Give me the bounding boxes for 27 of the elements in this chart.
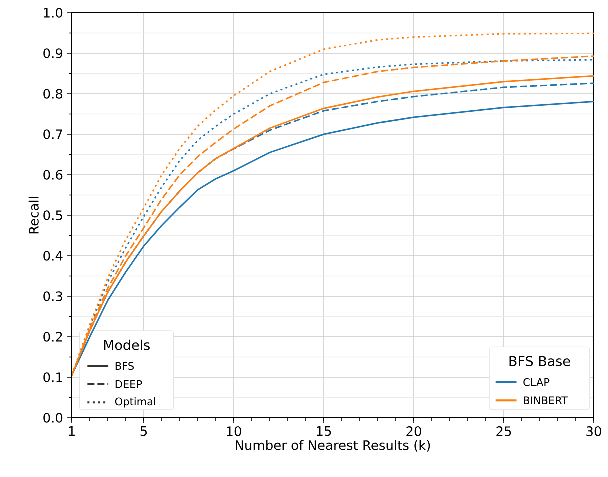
x-tick-label: 5 xyxy=(140,426,147,436)
y-tick-label: 0.2 xyxy=(44,332,62,342)
y-tick-label: 0.5 xyxy=(44,210,62,220)
y-tick-label: 1.0 xyxy=(44,8,63,18)
annotation: CLAP xyxy=(524,378,550,386)
annotation: DEEP xyxy=(116,380,142,388)
x-tick-label: 10 xyxy=(227,426,242,436)
annotation: BFS Base xyxy=(510,356,570,366)
annotation: BFS xyxy=(116,362,134,370)
y-tick-label: 0.7 xyxy=(44,130,62,140)
y-tick-label: 0.0 xyxy=(44,413,63,423)
y-tick-label: 0.9 xyxy=(44,48,63,58)
x-tick-label: 30 xyxy=(586,426,602,436)
x-tick-label: 15 xyxy=(317,426,332,436)
x-tick-label: 25 xyxy=(496,426,512,436)
y-tick-label: 0.3 xyxy=(44,292,62,302)
annotation: Optimal xyxy=(115,398,156,408)
x-tick-label: 20 xyxy=(406,426,422,436)
x-tick-label: 1 xyxy=(69,426,75,436)
x-axis-title: Number of Nearest Results (k) xyxy=(236,440,430,452)
y-tick-label: 0.6 xyxy=(44,170,63,180)
y-axis-title: Recall xyxy=(28,197,39,234)
annotation: BINBERT xyxy=(524,396,568,404)
annotation: Models xyxy=(104,340,150,350)
y-tick-label: 0.4 xyxy=(44,251,63,261)
y-tick-label: 0.8 xyxy=(44,89,63,99)
y-tick-label: 0.1 xyxy=(44,372,62,382)
